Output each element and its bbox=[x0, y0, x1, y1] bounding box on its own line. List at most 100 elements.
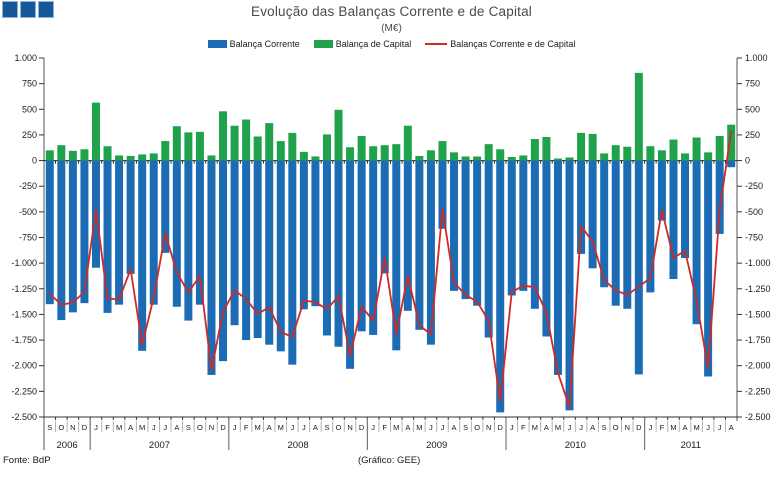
svg-text:D: D bbox=[636, 423, 642, 432]
svg-text:-500: -500 bbox=[745, 207, 763, 217]
svg-text:J: J bbox=[233, 423, 237, 432]
svg-text:-750: -750 bbox=[19, 233, 37, 243]
svg-text:2009: 2009 bbox=[426, 440, 447, 451]
svg-text:J: J bbox=[706, 423, 710, 432]
svg-text:M: M bbox=[139, 423, 145, 432]
credit-note: (Gráfico: GEE) bbox=[358, 455, 421, 466]
svg-text:-2.000: -2.000 bbox=[11, 361, 37, 371]
svg-text:-250: -250 bbox=[19, 181, 37, 191]
svg-text:2011: 2011 bbox=[681, 440, 701, 451]
saldo-line-swatch-icon bbox=[425, 43, 448, 45]
svg-text:S: S bbox=[186, 423, 191, 432]
svg-text:A: A bbox=[683, 423, 688, 432]
svg-text:A: A bbox=[267, 423, 272, 432]
svg-text:-2.250: -2.250 bbox=[745, 386, 771, 396]
svg-text:F: F bbox=[521, 423, 526, 432]
bars-balanca-de-capital bbox=[45, 72, 736, 161]
svg-text:J: J bbox=[94, 423, 98, 432]
chart-subtitle: (M€) bbox=[381, 23, 402, 34]
bars-balanca-corrente bbox=[45, 160, 736, 413]
svg-text:-500: -500 bbox=[19, 207, 37, 217]
svg-text:S: S bbox=[324, 423, 329, 432]
svg-text:S: S bbox=[463, 423, 468, 432]
svg-text:M: M bbox=[555, 423, 561, 432]
y-axis-right: 1.000 750 500 250 0 -250 -500 -750 -1.000 -1.250 -… bbox=[737, 53, 771, 422]
svg-text:1.000: 1.000 bbox=[14, 53, 37, 63]
logo-square-icon bbox=[38, 1, 54, 18]
legend: Balança Corrente Balança de Capital Bala… bbox=[0, 39, 783, 49]
line-balancas-corrente-e-capital bbox=[48, 130, 733, 409]
svg-text:A: A bbox=[452, 423, 457, 432]
svg-text:N: N bbox=[486, 423, 491, 432]
svg-text:M: M bbox=[278, 423, 284, 432]
y-axis-left: 1.000 750 500 250 0 -250 -500 -750 -1.000 -1.250 -… bbox=[11, 53, 44, 422]
legend-label: Balança Corrente bbox=[229, 39, 300, 49]
logo-square-icon bbox=[2, 1, 18, 18]
svg-text:O: O bbox=[197, 423, 203, 432]
svg-text:M: M bbox=[693, 423, 699, 432]
svg-text:J: J bbox=[579, 423, 583, 432]
svg-text:-1.750: -1.750 bbox=[745, 335, 771, 345]
svg-text:750: 750 bbox=[745, 79, 760, 89]
svg-text:J: J bbox=[568, 423, 572, 432]
svg-text:N: N bbox=[347, 423, 352, 432]
svg-text:-250: -250 bbox=[745, 181, 763, 191]
svg-text:-1.250: -1.250 bbox=[745, 284, 771, 294]
svg-text:J: J bbox=[302, 423, 306, 432]
svg-text:-2.250: -2.250 bbox=[11, 386, 37, 396]
legend-label: Balanças Corrente e de Capital bbox=[450, 39, 576, 49]
svg-text:0: 0 bbox=[32, 156, 37, 166]
svg-text:D: D bbox=[359, 423, 365, 432]
svg-text:J: J bbox=[510, 423, 514, 432]
svg-text:2007: 2007 bbox=[149, 440, 170, 451]
svg-text:500: 500 bbox=[22, 104, 37, 114]
svg-text:F: F bbox=[105, 423, 110, 432]
svg-text:M: M bbox=[116, 423, 122, 432]
svg-text:N: N bbox=[625, 423, 630, 432]
svg-text:750: 750 bbox=[22, 79, 37, 89]
svg-text:A: A bbox=[405, 423, 410, 432]
svg-text:J: J bbox=[429, 423, 433, 432]
legend-label: Balança de Capital bbox=[335, 39, 412, 49]
svg-text:O: O bbox=[613, 423, 619, 432]
corrente-swatch-icon bbox=[207, 40, 227, 48]
svg-text:J: J bbox=[441, 423, 445, 432]
svg-text:J: J bbox=[163, 423, 167, 432]
svg-text:D: D bbox=[82, 423, 88, 432]
svg-text:D: D bbox=[498, 423, 504, 432]
svg-text:N: N bbox=[70, 423, 75, 432]
svg-text:-1.500: -1.500 bbox=[11, 309, 37, 319]
svg-text:J: J bbox=[649, 423, 653, 432]
legend-item-corrente: Balança Corrente bbox=[207, 39, 300, 49]
svg-text:-1.500: -1.500 bbox=[745, 309, 771, 319]
svg-text:A: A bbox=[313, 423, 318, 432]
svg-text:J: J bbox=[152, 423, 156, 432]
logo bbox=[2, 1, 54, 18]
svg-text:2010: 2010 bbox=[565, 440, 586, 451]
svg-text:N: N bbox=[209, 423, 214, 432]
svg-text:S: S bbox=[47, 423, 52, 432]
svg-text:-750: -750 bbox=[745, 233, 763, 243]
svg-text:S: S bbox=[602, 423, 607, 432]
svg-text:250: 250 bbox=[745, 130, 760, 140]
legend-item-saldo: Balanças Corrente e de Capital bbox=[425, 39, 575, 49]
axes bbox=[43, 58, 738, 450]
svg-text:-1.000: -1.000 bbox=[11, 258, 37, 268]
svg-text:O: O bbox=[58, 423, 64, 432]
svg-text:2008: 2008 bbox=[288, 440, 309, 451]
svg-text:-2.500: -2.500 bbox=[745, 412, 771, 422]
svg-text:A: A bbox=[128, 423, 133, 432]
capital-swatch-icon bbox=[313, 40, 333, 48]
svg-text:-1.750: -1.750 bbox=[11, 335, 37, 345]
svg-text:F: F bbox=[382, 423, 387, 432]
svg-text:M: M bbox=[393, 423, 399, 432]
svg-text:O: O bbox=[474, 423, 480, 432]
svg-text:A: A bbox=[729, 423, 734, 432]
logo-square-icon bbox=[20, 1, 36, 18]
svg-text:A: A bbox=[590, 423, 595, 432]
chart-title: Evolução das Balanças Corrente e de Capi… bbox=[250, 4, 532, 19]
svg-text:-2.000: -2.000 bbox=[745, 361, 771, 371]
svg-text:0: 0 bbox=[745, 156, 750, 166]
